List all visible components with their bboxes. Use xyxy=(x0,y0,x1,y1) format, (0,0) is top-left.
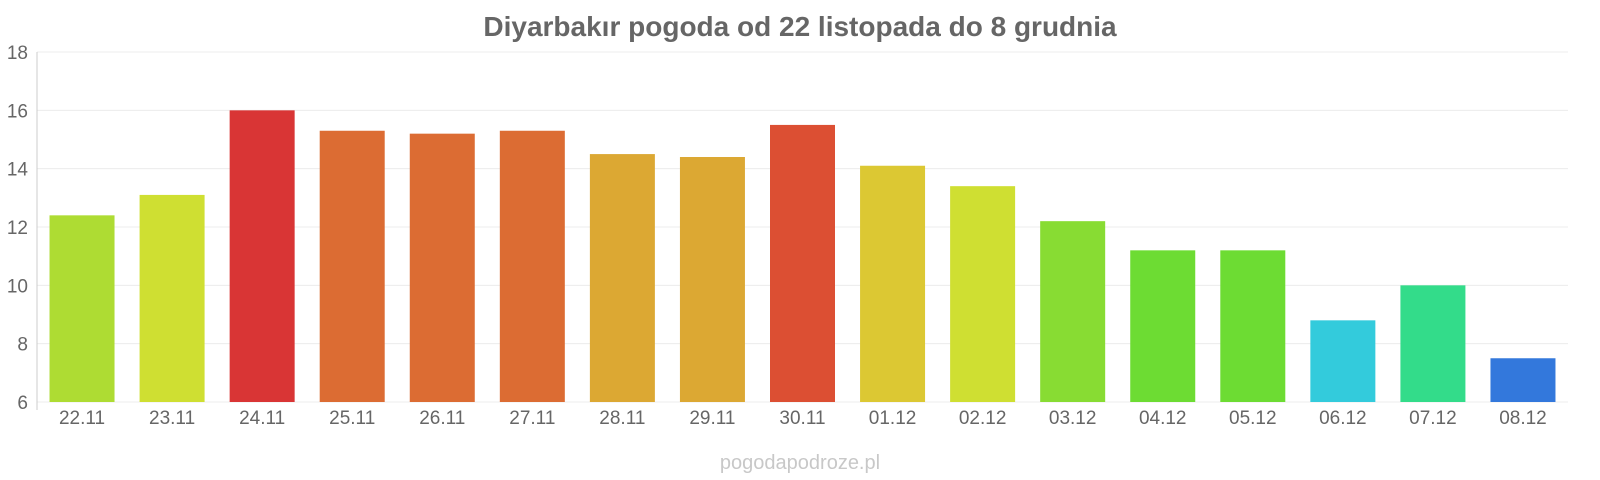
y-tick-label: 18 xyxy=(7,43,28,64)
bar-03.12 xyxy=(1040,221,1106,402)
y-axis-ticks: 6 8 10 12 14 16 18 xyxy=(7,43,29,414)
x-tick-label: 06.12 xyxy=(1319,408,1367,429)
y-tick-label: 16 xyxy=(7,101,28,122)
x-tick-label: 23.11 xyxy=(149,408,195,429)
y-tick-label: 10 xyxy=(7,276,28,297)
bar-24.11 xyxy=(229,110,295,402)
x-tick-label: 07.12 xyxy=(1409,408,1457,429)
bar-04.12 xyxy=(1130,250,1196,402)
x-tick-label: 03.12 xyxy=(1049,408,1097,429)
y-tick-label: 6 xyxy=(17,393,28,414)
bar-27.11 xyxy=(499,130,565,402)
bar-07.12 xyxy=(1400,285,1466,402)
bar-01.12 xyxy=(860,165,926,402)
bar-29.11 xyxy=(679,157,745,402)
bar-08.12 xyxy=(1490,358,1556,402)
x-tick-label: 24.11 xyxy=(239,408,285,429)
bar-23.11 xyxy=(139,194,205,402)
bar-06.12 xyxy=(1310,320,1376,402)
x-tick-label: 05.12 xyxy=(1229,408,1277,429)
y-tick-label: 8 xyxy=(17,335,28,356)
x-tick-label: 29.11 xyxy=(689,408,735,429)
bar-25.11 xyxy=(319,130,385,402)
bar-02.12 xyxy=(950,186,1016,402)
x-tick-label: 08.12 xyxy=(1499,408,1547,429)
x-tick-label: 22.11 xyxy=(59,408,105,429)
x-tick-label: 27.11 xyxy=(509,408,555,429)
y-tick-label: 12 xyxy=(7,218,28,239)
bar-26.11 xyxy=(409,133,475,402)
bar-05.12 xyxy=(1220,250,1286,402)
x-tick-label: 01.12 xyxy=(869,408,917,429)
bars xyxy=(49,110,1556,403)
x-tick-label: 28.11 xyxy=(599,408,645,429)
bar-30.11 xyxy=(770,124,835,403)
x-tick-label: 04.12 xyxy=(1139,408,1187,429)
watermark: pogodapodroze.pl xyxy=(720,452,880,474)
y-tick-label: 14 xyxy=(7,160,29,181)
x-tick-label: 30.11 xyxy=(779,408,825,429)
chart-title: Diyarbakır pogoda od 22 listopada do 8 g… xyxy=(483,11,1117,42)
x-tick-label: 26.11 xyxy=(419,408,465,429)
x-tick-label: 25.11 xyxy=(329,408,375,429)
bar-22.11 xyxy=(49,215,115,402)
x-tick-label: 02.12 xyxy=(959,408,1007,429)
bar-28.11 xyxy=(589,154,655,402)
x-axis-ticks: 22.11 23.11 24.11 25.11 26.11 27.11 28.11 29.11… xyxy=(59,408,1547,429)
